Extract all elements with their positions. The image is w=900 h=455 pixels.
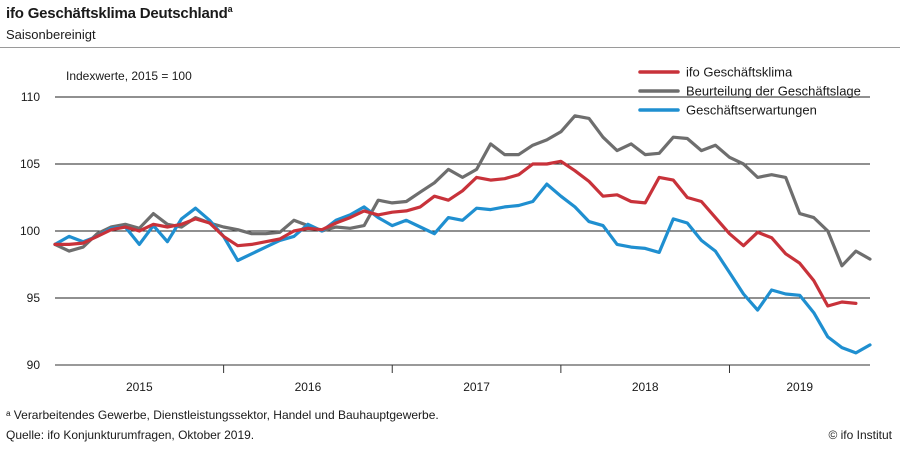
footnote: ᵃ Verarbeitendes Gewerbe, Dienstleistung… xyxy=(6,408,439,422)
y-tick-label: 100 xyxy=(20,224,40,238)
copyright: © ifo Institut xyxy=(828,428,892,442)
legend-label-0: ifo Geschäftsklima xyxy=(686,65,793,80)
x-tick-label: 2015 xyxy=(126,380,153,394)
x-tick-label: 2017 xyxy=(463,380,490,394)
title-footnote-marker: a xyxy=(227,4,233,14)
index-label: Indexwerte, 2015 = 100 xyxy=(66,69,192,83)
x-tick-label: 2018 xyxy=(632,380,659,394)
legend-label-2: Geschäftserwartungen xyxy=(686,103,817,118)
series-line-2 xyxy=(53,182,872,355)
y-tick-label: 95 xyxy=(27,291,41,305)
top-rule xyxy=(0,47,900,48)
legend-label-1: Beurteilung der Geschäftslage xyxy=(686,84,861,99)
chart-subtitle: Saisonbereinigt xyxy=(6,27,96,42)
y-tick-label: 90 xyxy=(27,358,41,372)
y-tick-label: 105 xyxy=(20,157,40,171)
source-note: Quelle: ifo Konjunkturumfragen, Oktober … xyxy=(6,428,255,442)
chart-title: ifo Geschäftsklima Deutschlanda xyxy=(6,4,233,22)
y-tick-label: 110 xyxy=(21,90,40,104)
x-tick-label: 2016 xyxy=(295,380,322,394)
series-line-0 xyxy=(53,159,858,308)
x-tick-label: 2019 xyxy=(786,380,813,394)
